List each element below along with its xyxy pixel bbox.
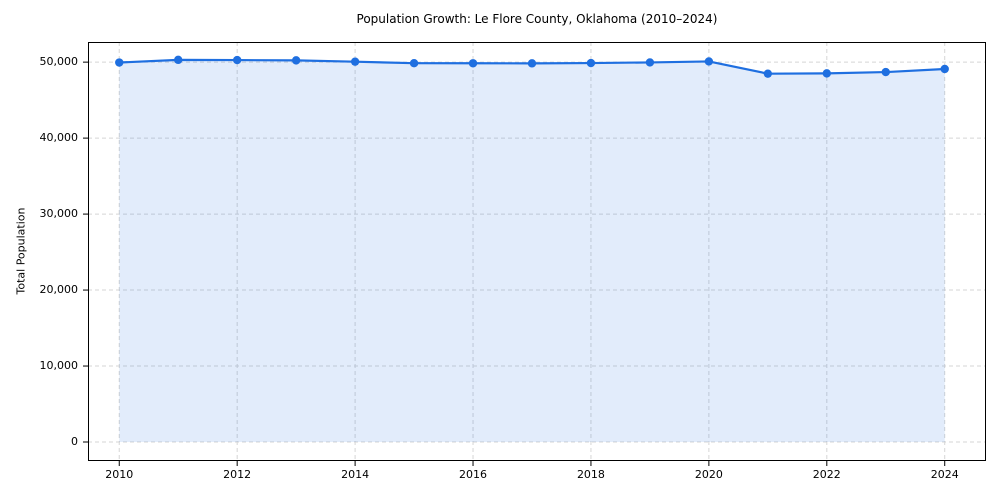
data-point-marker xyxy=(468,59,478,68)
x-tick-label: 2012 xyxy=(223,468,252,481)
y-tick-label: 40,000 xyxy=(39,131,79,145)
data-point-marker xyxy=(350,57,360,66)
data-point-marker xyxy=(704,57,714,66)
data-point-marker xyxy=(527,59,537,68)
data-point-marker xyxy=(940,64,949,74)
y-tick-label: 10,000 xyxy=(39,359,79,373)
y-tick-label: 20,000 xyxy=(39,283,79,297)
data-point-marker xyxy=(645,58,655,67)
x-tick-label: 2018 xyxy=(576,468,605,481)
data-point-marker xyxy=(881,67,890,77)
x-tick-label: 2016 xyxy=(459,468,488,481)
x-tick-label: 2020 xyxy=(694,468,723,481)
x-tick-label: 2022 xyxy=(812,468,841,481)
chart-title: Population Growth: Le Flore County, Okla… xyxy=(356,12,718,26)
x-tick-label: 2024 xyxy=(930,468,959,481)
axes-spines xyxy=(88,42,986,461)
data-point-marker xyxy=(232,55,242,65)
x-tick-label: 2014 xyxy=(341,468,370,481)
data-point-marker xyxy=(409,58,419,68)
y-tick-label: 50,000 xyxy=(39,55,79,69)
data-point-marker xyxy=(115,58,124,67)
data-point-marker xyxy=(586,58,596,68)
data-point-marker xyxy=(763,69,773,78)
data-point-marker xyxy=(822,69,832,78)
data-point-marker xyxy=(291,56,301,65)
y-tick-label: 30,000 xyxy=(39,207,79,221)
data-point-marker xyxy=(174,55,183,65)
x-tick-label: 2010 xyxy=(105,468,134,481)
series-area-fill xyxy=(119,59,945,443)
y-tick-label: 0 xyxy=(71,435,78,448)
